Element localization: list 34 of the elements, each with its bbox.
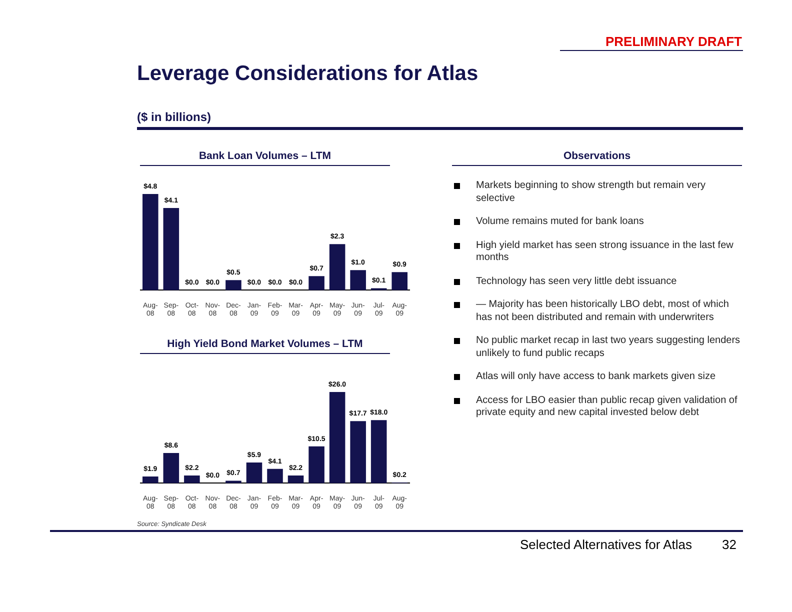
text: Volume remains muted for bank loans <box>476 216 644 227</box>
text: No public market recap in last two years suggesting lenders unlikely to fund public recaps <box>476 335 740 358</box>
text: Atlas will only have access to bank markets given size <box>476 371 716 382</box>
bar <box>288 475 304 484</box>
bar <box>329 392 346 484</box>
bar <box>163 208 180 290</box>
bar <box>329 244 346 290</box>
chart-title: Bank Loan Volumes – LTM <box>198 150 332 162</box>
text: High yield market has seen strong issuance in the last few months <box>476 240 734 263</box>
bar <box>163 453 180 484</box>
text: 32 <box>722 537 736 552</box>
text: ($ in billions) <box>137 110 211 124</box>
bar <box>142 194 158 290</box>
bar <box>184 475 200 484</box>
text: Technology has seen very little debt issuance <box>476 276 677 286</box>
bar <box>142 476 158 484</box>
chart-title: High Yield Bond Market Volumes – LTM <box>166 338 364 350</box>
text: PRELIMINARY DRAFT <box>606 34 742 49</box>
text: Leverage Considerations for Atlas <box>137 62 478 86</box>
bar <box>226 280 242 290</box>
bar <box>308 276 324 290</box>
bar <box>370 420 387 484</box>
bar <box>226 480 242 484</box>
text: Observations <box>562 150 632 162</box>
bar <box>392 272 408 290</box>
bar <box>350 270 366 290</box>
text: Markets beginning to show strength but remain very selective <box>476 180 706 204</box>
bar <box>350 421 366 484</box>
text: Selected Alternatives for Atlas <box>520 537 692 552</box>
bar <box>308 446 324 484</box>
text: Access for LBO easier than public recap given validation of private equity and new capital invested below debt <box>476 394 738 418</box>
bar <box>246 462 262 484</box>
bar <box>267 468 283 484</box>
text: — Majority has been historically LBO debt, most of which has not been distributed and remain with underwriters <box>476 299 729 322</box>
